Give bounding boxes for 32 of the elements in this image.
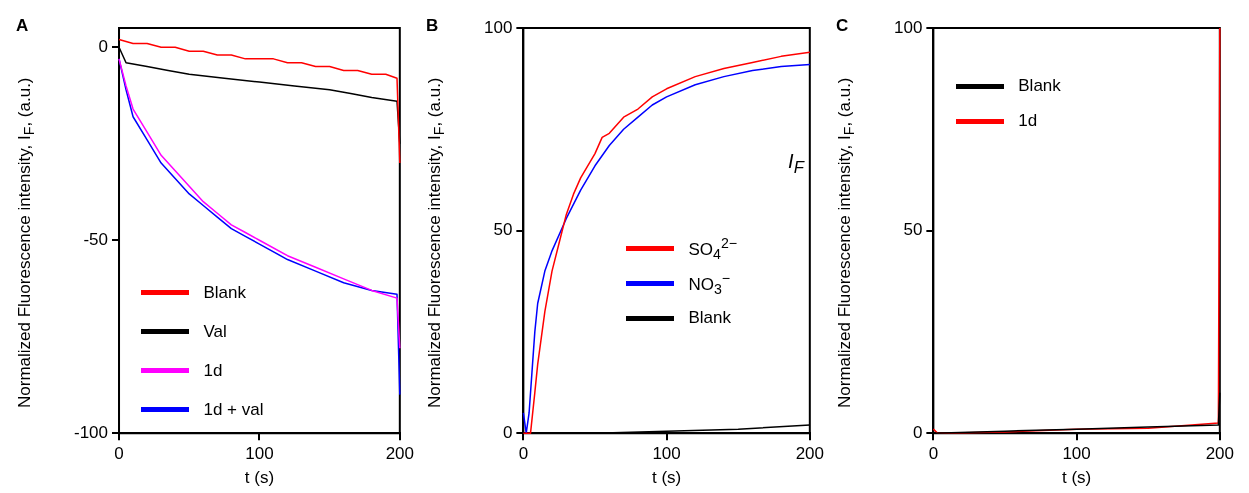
y-tick-label: 0	[502, 422, 513, 442]
x-axis-title: t (s)	[651, 468, 682, 488]
y-tick-label: 50	[903, 220, 923, 240]
x-tick-label: 200	[795, 444, 825, 464]
y-tick-label: 100	[483, 17, 513, 37]
x-tick-label: 200	[385, 444, 415, 464]
legend-label: 1d	[203, 360, 223, 381]
legend-label: Val	[203, 321, 227, 342]
legend-label: 1d	[1018, 111, 1038, 132]
x-tick-label: 0	[114, 444, 124, 464]
x-axis-title: t (s)	[244, 468, 275, 488]
y-tick-label: 100	[893, 17, 923, 37]
legend-label: Blank	[1018, 76, 1061, 97]
x-tick-label: 0	[928, 444, 939, 464]
x-tick-label: 100	[245, 444, 274, 464]
y-tick-label: -100	[73, 422, 109, 442]
x-tick-label: 200	[1205, 444, 1235, 464]
chart-title: C	[836, 16, 849, 36]
annotation: I$_{F}$	[788, 149, 804, 178]
chart-title: A	[16, 16, 29, 36]
legend-label: Blank	[203, 282, 247, 303]
legend-label: Blank	[688, 308, 732, 329]
x-axis-title: t (s)	[1061, 468, 1092, 488]
y-tick-label: 50	[493, 220, 513, 240]
y-tick-label: 0	[912, 422, 923, 442]
chart-title: B	[426, 16, 439, 36]
y-tick-label: -50	[83, 229, 109, 249]
legend-label: 1d + val	[203, 399, 264, 420]
x-tick-label: 100	[652, 444, 681, 464]
x-tick-label: 100	[1062, 444, 1091, 464]
x-tick-label: 0	[518, 444, 529, 464]
y-tick-label: 0	[98, 36, 109, 56]
